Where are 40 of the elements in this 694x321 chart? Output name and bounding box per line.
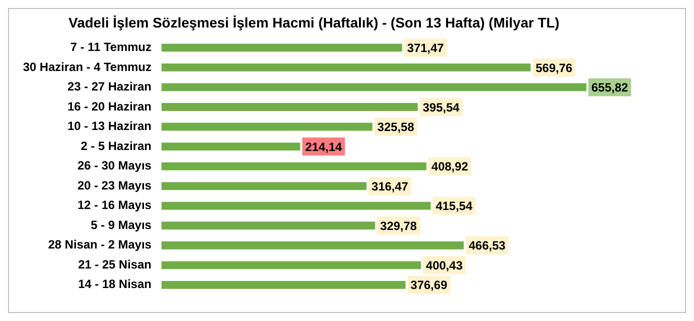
bar [161,44,402,52]
data-label: 376,69 [410,278,448,292]
y-tick-label: 2 - 5 Haziran [80,138,152,153]
data-label: 316,47 [372,179,409,194]
y-tick-label: 10 - 13 Haziran [67,119,152,134]
data-label: 400,43 [426,258,463,272]
y-tick-label: 7 - 11 Temmuz [70,40,152,54]
y-tick-label: 30 Haziran - 4 Temmuz [23,60,152,74]
bar [161,162,426,170]
bar [161,261,421,270]
data-label: 214,14 [305,140,342,154]
bar [161,280,406,289]
data-label: 325,58 [377,120,414,134]
y-tick-label: 12 - 16 Mayıs [77,198,152,212]
y-tick-label: 5 - 9 Mayıs [90,218,152,232]
y-tick-label: 20 - 23 Mayıs [77,178,152,192]
bar [161,83,586,92]
bar [161,64,531,72]
y-tick-label: 14 - 18 Nisan [78,277,152,292]
data-label: 466,53 [468,238,506,253]
bar [161,122,372,131]
data-label: 395,54 [422,100,460,114]
y-tick-label: 16 - 20 Haziran [67,99,152,114]
bar [161,182,367,190]
data-label: 329,78 [380,218,418,233]
y-tick-label: 23 - 27 Haziran [67,80,152,94]
y-tick-label: 21 - 25 Nisan [78,257,152,272]
y-tick-label: 28 Nisan - 2 Mayıs [48,238,152,252]
bar [161,142,300,150]
data-label: 569,76 [536,60,573,75]
bar [161,103,418,111]
chart-title: Vadeli İşlem Sözleşmesi İşlem Hacmi (Haftalık) - (Son 13 Hafta) (Milyar TL) [68,14,560,30]
data-label: 415,54 [436,199,473,214]
data-label: 371,47 [407,40,444,55]
y-tick-label: 26 - 30 Mayıs [77,158,152,173]
data-label: 655,82 [591,80,628,95]
bar [161,222,376,230]
bar [161,241,464,250]
bar [161,202,431,210]
data-label: 408,92 [431,160,468,174]
